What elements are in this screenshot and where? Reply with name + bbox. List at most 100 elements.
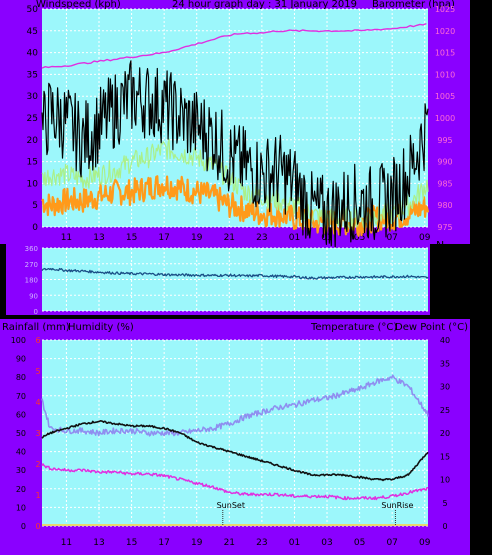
rainfall-ytick: 3 xyxy=(35,429,40,438)
temp-xtick: 21 xyxy=(224,538,235,548)
wind-axis-title: Windspeed (kph) xyxy=(36,0,121,10)
temperature-ytick: 15 xyxy=(440,452,450,461)
direction-ytick: 360 xyxy=(25,245,38,253)
temperature-ytick: 25 xyxy=(440,406,450,415)
wind-ytick: 0 xyxy=(32,223,38,233)
temp-xtick: 03 xyxy=(321,538,332,548)
temperature-ytick: 20 xyxy=(440,429,450,438)
rainfall-ytick: 0 xyxy=(35,522,40,531)
barometer-ytick: 1010 xyxy=(435,70,455,79)
wind-direction-line xyxy=(41,267,429,280)
humidity-ytick: 80 xyxy=(16,373,26,382)
rainfall-axis-title: Rainfall (mm) xyxy=(2,322,70,333)
temp-xtick: 19 xyxy=(191,538,203,548)
direction-ytick: 0 xyxy=(34,308,38,316)
humidity-ytick: 40 xyxy=(16,448,26,457)
barometer-ytick: 990 xyxy=(437,158,452,167)
wind-right-panel xyxy=(428,0,470,244)
temp-xtick: 05 xyxy=(354,538,365,548)
wind-ytick: 45 xyxy=(27,27,38,37)
barometer-ytick: 975 xyxy=(437,223,452,232)
dir-label-w: W xyxy=(436,256,447,269)
temperature-line xyxy=(41,420,429,482)
wind-ytick: 10 xyxy=(27,179,39,189)
chart-title: 24 hour graph day : 31 January 2019 xyxy=(172,0,357,10)
lower-right-panel xyxy=(428,319,470,555)
barometer-ytick: 1015 xyxy=(435,49,455,58)
humidity-axis-title: Humidity (%) xyxy=(68,322,134,333)
lower-header-strip xyxy=(0,319,470,340)
humidity-ytick: 90 xyxy=(16,355,26,364)
barometer-line xyxy=(41,22,427,69)
direction-ytick: 270 xyxy=(25,261,38,269)
wind-xtick: 13 xyxy=(93,233,104,243)
wind-xtick: 23 xyxy=(256,233,267,243)
wind-xtick: 17 xyxy=(158,233,169,243)
dewpoint-axis-title: Dew Point (°C) xyxy=(395,322,469,333)
humidity-ytick: 70 xyxy=(16,392,26,401)
humidity-ytick: 50 xyxy=(16,429,26,438)
temp-xtick: 01 xyxy=(289,538,300,548)
rainfall-ytick: 6 xyxy=(35,336,40,345)
dir-label-n-bottom: N xyxy=(436,304,445,317)
barometer-ytick: 985 xyxy=(437,179,452,188)
temperature-ytick: 35 xyxy=(440,359,450,368)
temperature-ytick: 5 xyxy=(442,499,447,508)
wind-xtick: 19 xyxy=(191,233,203,243)
temp-xtick: 17 xyxy=(158,538,169,548)
sunset-label: SunSet xyxy=(217,501,245,510)
wind-ytick: 15 xyxy=(27,158,38,168)
wind-ytick: 5 xyxy=(32,201,38,211)
wind-left-panel xyxy=(0,0,42,244)
barometer-ytick: 1005 xyxy=(435,92,455,101)
temp-xtick: 15 xyxy=(126,538,137,548)
dir-label-n-top: N xyxy=(436,239,445,252)
wind-xtick: 09 xyxy=(419,233,431,243)
barometer-ytick: 995 xyxy=(437,136,452,145)
temp-xtick: 23 xyxy=(256,538,267,548)
temperature-ytick: 40 xyxy=(440,336,450,345)
lower-left-panel xyxy=(0,319,42,555)
rainfall-ytick: 4 xyxy=(35,398,40,407)
rainfall-ytick: 1 xyxy=(35,491,40,500)
lower-xaxis-strip xyxy=(42,526,470,555)
temp-xtick: 11 xyxy=(61,538,72,548)
wind-ytick: 20 xyxy=(27,136,39,146)
dir-label-e: E xyxy=(436,289,443,302)
wind-ytick: 40 xyxy=(27,49,39,59)
rainfall-ytick: 2 xyxy=(35,460,40,469)
temperature-ytick: 30 xyxy=(440,383,450,392)
temp-xtick: 13 xyxy=(93,538,104,548)
wind-ytick: 30 xyxy=(27,92,39,102)
temperature-ytick: 0 xyxy=(442,522,447,531)
wind-xtick: 05 xyxy=(354,233,365,243)
humidity-ytick: 0 xyxy=(21,522,26,531)
wind-xtick: 01 xyxy=(289,233,300,243)
rainfall-ytick: 5 xyxy=(35,367,40,376)
barometer-ytick: 980 xyxy=(437,201,452,210)
wind-average-line xyxy=(41,175,430,237)
sunrise-label: SunRise xyxy=(381,501,413,510)
barometer-ytick: 1000 xyxy=(435,114,455,123)
direction-ytick: 180 xyxy=(25,277,38,285)
wind-ytick: 25 xyxy=(27,114,38,124)
wind-ytick: 35 xyxy=(27,70,38,80)
dir-label-s: S xyxy=(436,273,443,286)
temperature-ytick: 10 xyxy=(440,476,450,485)
humidity-ytick: 30 xyxy=(16,466,26,475)
temperature-axis-title: Temperature (°C) xyxy=(311,322,398,333)
wind-gust-line xyxy=(41,60,429,248)
humidity-ytick: 20 xyxy=(16,485,26,494)
barometer-ytick: 1020 xyxy=(435,27,455,36)
wind-xtick: 15 xyxy=(126,233,137,243)
wind-xtick: 21 xyxy=(224,233,235,243)
humidity-ytick: 100 xyxy=(11,336,26,345)
wind-xtick: 11 xyxy=(61,233,72,243)
direction-ytick: 90 xyxy=(29,292,38,300)
humidity-line xyxy=(41,463,429,501)
barometer-ytick: 1025 xyxy=(435,5,455,14)
temp-xtick: 09 xyxy=(419,538,431,548)
temp-xtick: 07 xyxy=(386,538,397,548)
